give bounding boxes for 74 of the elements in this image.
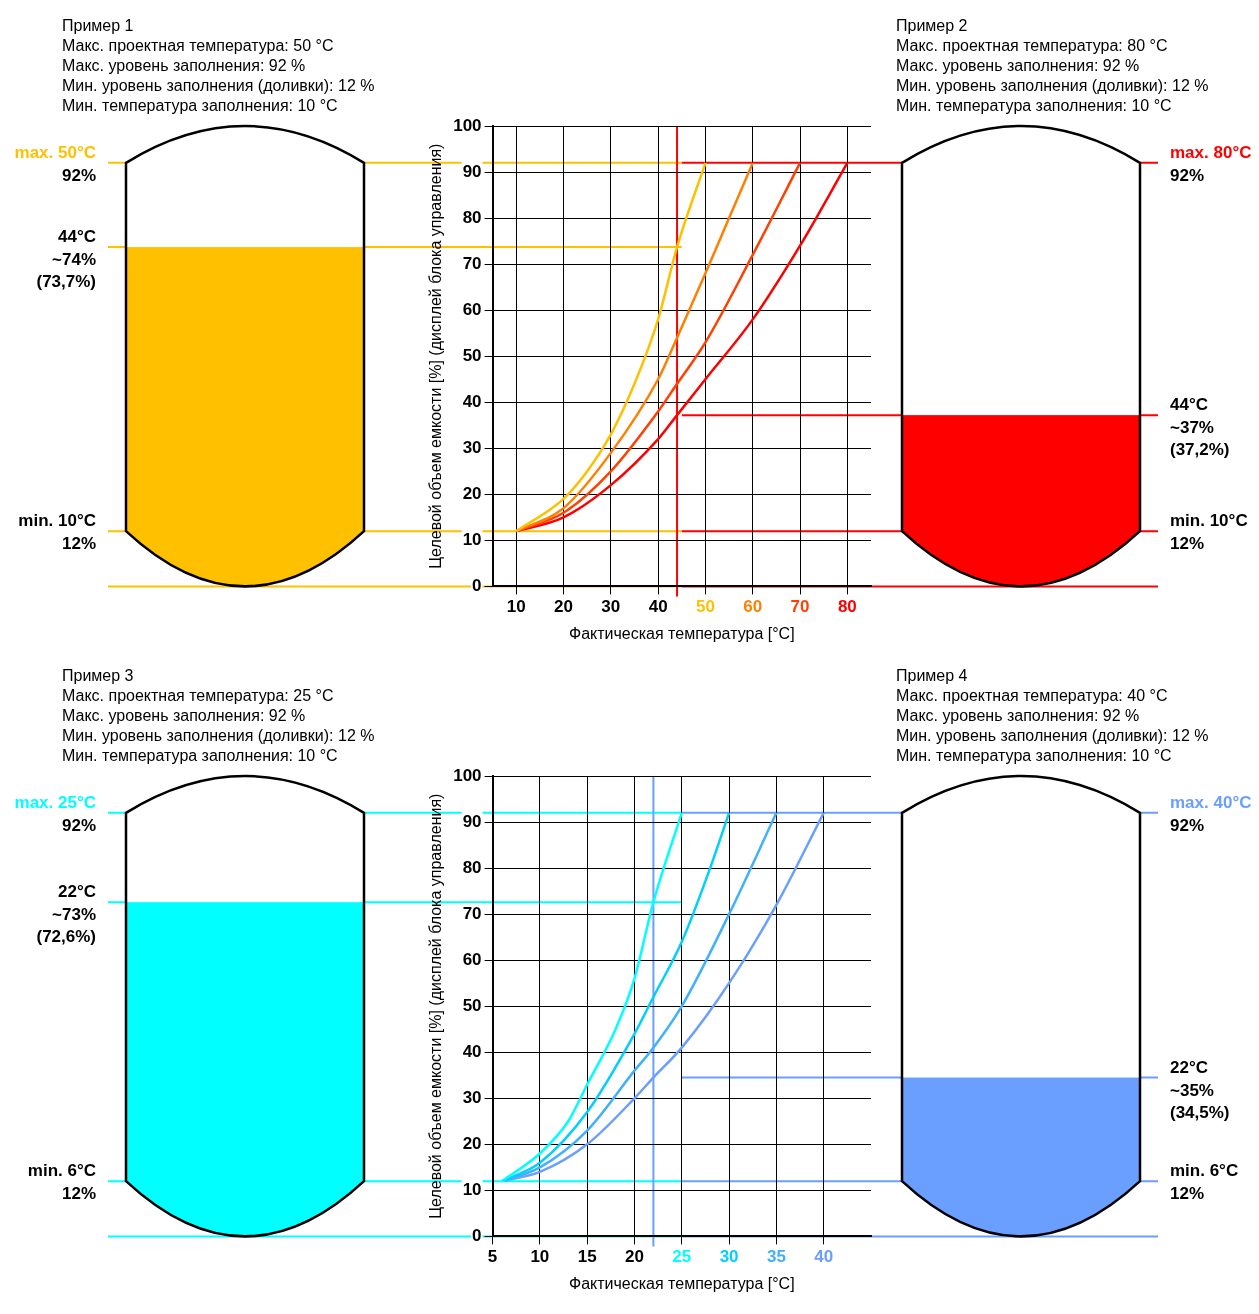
ref-line-label: max. 40°C 92% — [1170, 792, 1252, 835]
y-tick-label: 10 — [462, 1180, 482, 1200]
y-tick-label: 0 — [472, 576, 482, 596]
ref-line-label: 22°C ~73% (72,6%) — [36, 882, 96, 947]
ref-line-label: min. 10°C 12% — [1170, 511, 1248, 554]
y-tick-label: 70 — [462, 253, 482, 273]
text: Мин. уровень заполнения (доливки): 12 % — [896, 76, 1209, 96]
y-tick-label: 70 — [462, 903, 482, 923]
y-tick-label: 20 — [462, 1134, 482, 1154]
ref-line-label: max. 80°C 92% — [1170, 142, 1252, 185]
y-tick-label: 60 — [462, 299, 482, 319]
text: Пример 1 — [62, 16, 135, 36]
y-tick-label: 50 — [462, 345, 482, 365]
x-tick-label: 15 — [577, 1247, 597, 1267]
text: Макс. проектная температура: 50 °C — [62, 36, 335, 56]
x-tick-label: 70 — [790, 597, 810, 617]
ref-line-label: min. 10°C 12% — [18, 511, 96, 554]
x-axis-title: Фактическая температура [°C] — [568, 624, 795, 642]
text: Макс. уровень заполнения: 92 % — [62, 56, 307, 76]
text: Мин. температура заполнения: 10 °C — [896, 746, 1173, 766]
y-tick-label: 90 — [462, 811, 482, 831]
text: Макс. проектная температура: 80 °C — [896, 36, 1169, 56]
y-tick-label: 20 — [462, 484, 482, 504]
y-tick-label: 60 — [462, 949, 482, 969]
text: Макс. уровень заполнения: 92 % — [896, 56, 1141, 76]
text: Пример 2 — [896, 16, 969, 36]
y-tick-label: 100 — [453, 115, 482, 135]
text: Мин. температура заполнения: 10 °C — [62, 96, 339, 116]
x-tick-label: 25 — [672, 1247, 692, 1267]
ref-line-label: max. 50°C 92% — [14, 142, 96, 185]
ref-line-label: min. 6°C 12% — [1170, 1161, 1239, 1204]
ref-line-label: min. 6°C 12% — [27, 1161, 96, 1204]
y-tick-label: 90 — [462, 161, 482, 181]
x-tick-label: 30 — [719, 1247, 739, 1267]
x-tick-label: 50 — [695, 597, 715, 617]
y-tick-label: 80 — [462, 207, 482, 227]
text: Пример 3 — [62, 666, 135, 686]
y-axis-title: Целевой объем емкости [%] (дисплей блока управления) — [427, 143, 445, 569]
ref-line-label: 44°C ~37% (37,2%) — [1170, 395, 1230, 460]
x-axis-title: Фактическая температура [°C] — [568, 1274, 795, 1292]
y-tick-label: 80 — [462, 857, 482, 877]
text: Макс. проектная температура: 40 °C — [896, 686, 1169, 706]
x-tick-label: 10 — [530, 1247, 550, 1267]
text: Макс. уровень заполнения: 92 % — [62, 706, 307, 726]
x-tick-label: 5 — [487, 1247, 498, 1267]
text: Макс. уровень заполнения: 92 % — [896, 706, 1141, 726]
text: Мин. уровень заполнения (доливки): 12 % — [896, 726, 1209, 746]
text: Макс. проектная температура: 25 °C — [62, 686, 335, 706]
text: Мин. уровень заполнения (доливки): 12 % — [62, 726, 375, 746]
x-tick-label: 80 — [837, 597, 857, 617]
ref-line-label: 44°C ~74% (73,7%) — [36, 227, 96, 292]
x-tick-label: 35 — [766, 1247, 786, 1267]
x-tick-label: 20 — [625, 1247, 644, 1267]
text: Мин. температура заполнения: 10 °C — [62, 746, 339, 766]
y-tick-label: 10 — [462, 530, 482, 550]
text: Пример 4 — [896, 666, 969, 686]
x-tick-label: 10 — [506, 597, 526, 617]
x-tick-label: 40 — [648, 597, 668, 617]
x-tick-label: 60 — [743, 597, 763, 617]
y-tick-label: 30 — [462, 1087, 482, 1107]
x-tick-label: 40 — [814, 1247, 834, 1267]
y-axis-title: Целевой объем емкости [%] (дисплей блока управления) — [427, 793, 445, 1219]
ref-line-label: 22°C ~35% (34,5%) — [1170, 1057, 1230, 1122]
x-tick-label: 20 — [554, 597, 573, 617]
y-tick-label: 30 — [462, 437, 482, 457]
ref-line-label: max. 25°C 92% — [14, 792, 96, 835]
y-tick-label: 0 — [472, 1226, 482, 1246]
y-tick-label: 40 — [462, 391, 482, 411]
y-tick-label: 50 — [462, 995, 482, 1015]
x-tick-label: 30 — [601, 597, 621, 617]
text: Мин. температура заполнения: 10 °C — [896, 96, 1173, 116]
y-tick-label: 40 — [462, 1041, 482, 1061]
y-tick-label: 100 — [453, 765, 482, 785]
text: Мин. уровень заполнения (доливки): 12 % — [62, 76, 375, 96]
